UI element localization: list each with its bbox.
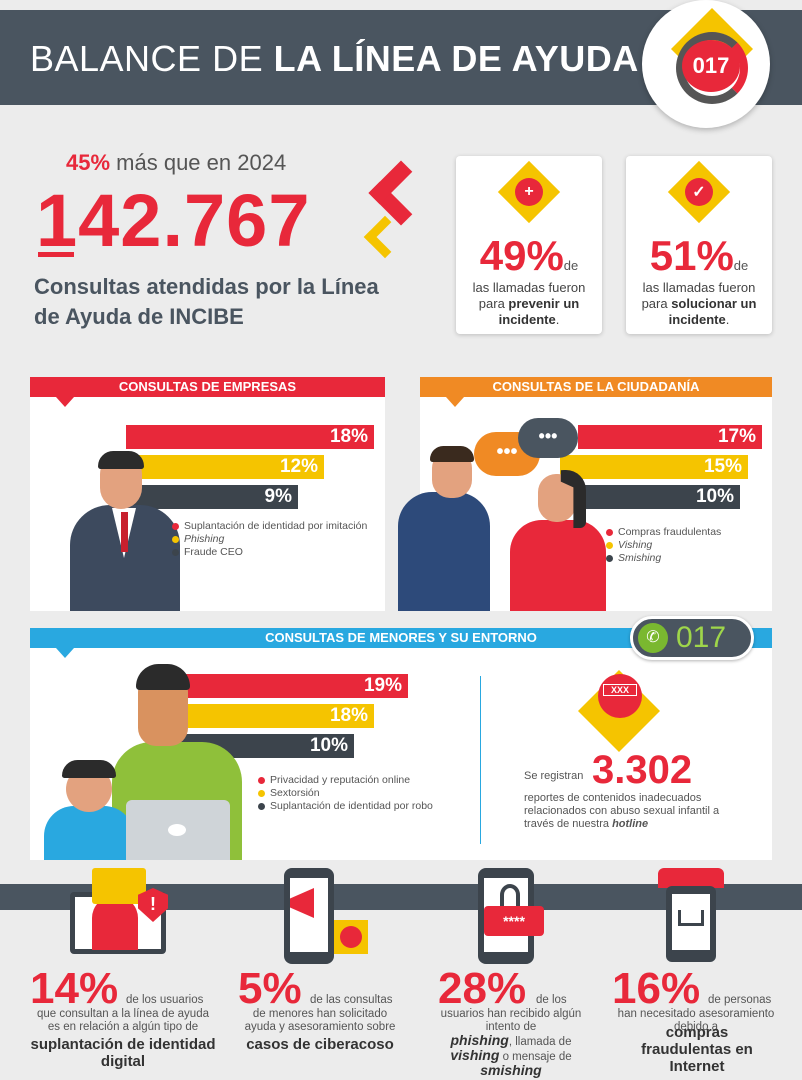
page-title: BALANCE DE LA LÍNEA DE AYUDA — [30, 38, 639, 80]
card-text: las llamadas fueron para solucionar un i… — [641, 280, 757, 327]
total-consultas: 142.767 — [36, 179, 311, 262]
check-icon: ✓ — [685, 178, 713, 206]
empresas-header: CONSULTAS DE EMPRESAS — [30, 377, 385, 397]
adult-hair-icon — [136, 664, 190, 690]
title-bold: LA LÍNEA DE AYUDA — [273, 38, 639, 79]
bottom-pct-4: 16% — [612, 964, 701, 1013]
bottom-pct-2: 5% — [238, 964, 302, 1013]
legend-item: Sextorsión — [258, 787, 433, 800]
bar-vishing: 15% — [560, 455, 748, 479]
phone-icon: ✆ — [638, 623, 668, 653]
speech-bubble-icon: ••• — [518, 418, 578, 458]
legend-item: Vishing — [606, 539, 721, 552]
angry-face-icon — [340, 926, 362, 948]
bar-sextorsion: 18% — [178, 704, 374, 728]
stat-card-prevenir: + 49%de las llamadas fueron para preveni… — [456, 156, 602, 334]
bottom-pct-3: 28% — [438, 964, 527, 1013]
total-underline — [38, 252, 74, 257]
bottom-bold-1: suplantación de identidad digital — [30, 1036, 216, 1070]
bottom-lead-2: de las consultas — [310, 994, 393, 1006]
bottom-bold-2: casos de ciberacoso — [246, 1036, 394, 1053]
hotline-number: 3.302 — [592, 748, 693, 792]
shop-awning-icon — [658, 868, 724, 888]
badge-ring-icon — [676, 32, 748, 104]
divider — [480, 676, 481, 844]
increase-text: 45% más que en 2024 — [66, 150, 286, 176]
stat-card-solucionar: ✓ 51%de las llamadas fueron para solucio… — [626, 156, 772, 334]
woman-body-icon — [510, 520, 606, 611]
legend-item: Suplantación de identidad por robo — [258, 800, 433, 813]
bottom-text-2: de menores han solicitado ayuda y asesor… — [244, 1008, 396, 1033]
bottom-text-1: que consultan a la línea de ayuda es en … — [37, 1008, 209, 1033]
ciudadania-legend: Compras fraudulentas Vishing Smishing — [606, 526, 721, 565]
bottom-bold-4: compras fraudulentas en Internet — [641, 1024, 753, 1075]
bottom-text-4: han necesitado asesoramiento debido a — [617, 1008, 775, 1033]
title-light: BALANCE DE — [30, 38, 274, 79]
bottom-pct-1: 14% — [30, 964, 119, 1013]
laptop-logo-icon — [168, 824, 186, 836]
card-text: las llamadas fueron para prevenir un inc… — [472, 280, 586, 327]
legend-item: Phishing — [172, 533, 367, 546]
hotline-pre: Se registran — [524, 770, 584, 782]
increase-label: más que en 2024 — [110, 150, 287, 175]
girl-avatar-icon — [598, 674, 642, 718]
bottom-text-3: usuarios han recibido algún intento de p… — [440, 1008, 582, 1078]
bar-fraude-ceo: 9% — [126, 485, 298, 509]
menores-tail — [56, 648, 74, 658]
id-card-icon — [92, 868, 146, 904]
masked-user-icon — [92, 896, 138, 950]
man-body-icon — [398, 492, 490, 611]
bottom-lead-4: de personas — [708, 994, 772, 1006]
hook-icon — [500, 884, 520, 906]
bar-compras: 17% — [578, 425, 762, 449]
legend-item: Suplantación de identidad por imitación — [172, 520, 367, 533]
legend-item: Fraude CEO — [172, 546, 367, 559]
hotline-text: reportes de contenidos inadecuados relac… — [524, 792, 720, 830]
man-hair-icon — [430, 446, 474, 462]
businessman-hair-icon — [98, 451, 144, 469]
badge-017: 017 — [682, 40, 740, 92]
menores-header: CONSULTAS DE MENORES Y SU ENTORNO — [30, 628, 772, 648]
chevron-red-icon — [368, 160, 434, 226]
phone-badge-number: 017 — [676, 621, 727, 654]
shield-plus-icon: + — [515, 178, 543, 206]
child-hair-icon — [62, 760, 116, 778]
menores-legend: Privacidad y reputación online Sextorsió… — [258, 774, 433, 813]
bottom-lead-3: de los — [536, 994, 567, 1006]
card-pct: 49%de — [479, 232, 579, 279]
card-pct: 51%de — [649, 232, 749, 279]
ciudadania-header: CONSULTAS DE LA CIUDADANÍA — [420, 377, 772, 397]
tie-icon — [121, 512, 128, 552]
child-body-icon — [44, 806, 134, 860]
cart-icon — [678, 910, 704, 926]
empresas-tail — [56, 397, 74, 407]
total-caption: Consultas atendidas por la Línea de Ayud… — [34, 274, 379, 329]
xxx-label: XXX — [603, 684, 637, 696]
legend-item: Privacidad y reputación online — [258, 774, 433, 787]
legend-item: Compras fraudulentas — [606, 526, 721, 539]
bottom-lead-1: de los usuarios — [126, 994, 204, 1006]
bar-privacidad: 19% — [178, 674, 408, 698]
password-field-icon: **** — [484, 906, 544, 936]
increase-pct: 45% — [66, 150, 111, 175]
empresas-legend: Suplantación de identidad por imitación … — [172, 520, 367, 559]
bar-smishing: 10% — [560, 485, 740, 509]
bar-suplantacion: 18% — [126, 425, 374, 449]
legend-item: Smishing — [606, 552, 721, 565]
bar-phishing: 12% — [126, 455, 324, 479]
ciudadania-tail — [446, 397, 464, 407]
